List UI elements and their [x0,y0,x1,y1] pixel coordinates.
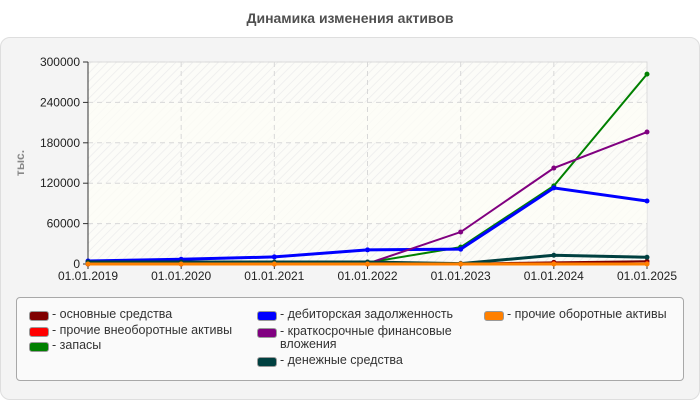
legend-item: - дебиторская задолженность [257,308,453,321]
data-lines [85,71,650,267]
legend-swatch [484,311,504,321]
legend-swatch [29,327,49,337]
svg-text:01.01.2024: 01.01.2024 [524,269,584,283]
legend-swatch [257,311,277,321]
legend-label: - прочие внеоборотные активы [52,323,233,337]
svg-text:01.01.2020: 01.01.2020 [151,269,211,283]
legend-swatch [29,311,49,321]
legend-swatch [257,357,277,367]
legend-item: - запасы [29,339,101,352]
svg-text:180000: 180000 [40,136,80,150]
legend-item: - денежные средства [257,354,403,367]
svg-text:0: 0 [73,257,80,271]
svg-text:240000: 240000 [40,95,80,109]
legend-label: - краткосрочные финансовые вложения [280,324,452,351]
legend-item: - основные средства [29,308,172,321]
svg-text:60000: 60000 [47,217,81,231]
svg-text:тыс.: тыс. [13,150,27,176]
svg-text:01.01.2019: 01.01.2019 [58,269,118,283]
svg-text:01.01.2025: 01.01.2025 [617,269,677,283]
legend-label: - денежные средства [280,353,403,367]
svg-text:01.01.2022: 01.01.2022 [337,269,397,283]
plot-area [87,61,648,265]
svg-text:300000: 300000 [40,55,80,69]
legend-item: - прочие внеоборотные активы [29,324,232,337]
legend-label: - прочие оборотные активы [507,307,667,321]
legend-label: - запасы [52,338,102,352]
legend-item: - прочие оборотные активы [484,308,667,321]
legend-label: - дебиторская задолженность [280,307,454,321]
legend-swatch [257,328,277,338]
legend-label: - основные средства [52,307,173,321]
legend: - основные средства - прочие внеоборотны… [16,297,684,381]
svg-text:01.01.2023: 01.01.2023 [431,269,491,283]
svg-text:120000: 120000 [40,176,80,190]
legend-swatch [29,342,49,352]
chart-title: Динамика изменения активов [246,10,454,26]
svg-text:01.01.2021: 01.01.2021 [244,269,304,283]
legend-item: - краткосрочные финансовые вложения [257,325,452,351]
